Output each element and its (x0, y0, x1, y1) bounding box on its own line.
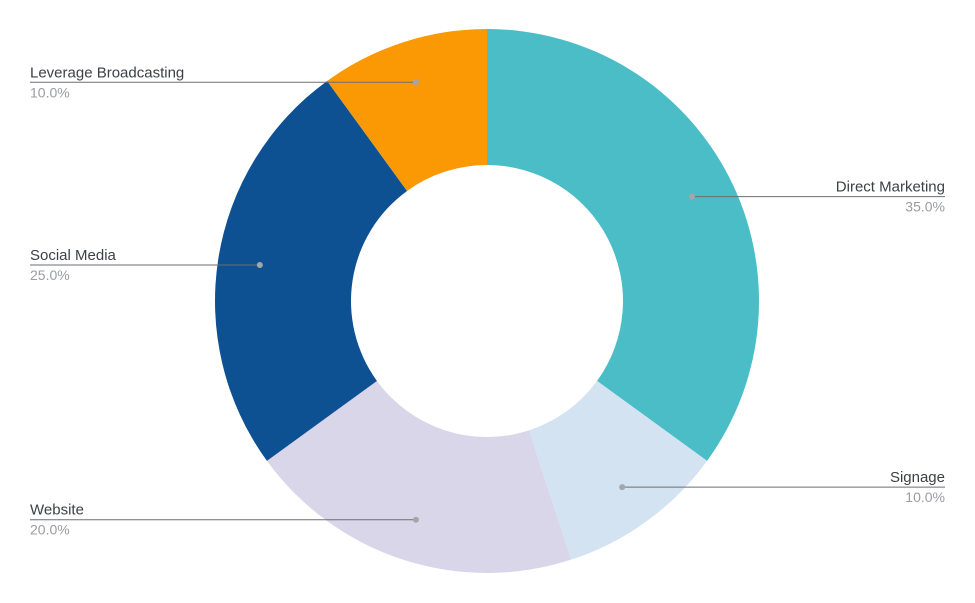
slice-leverage-broadcasting (327, 29, 487, 191)
donut-slices (215, 29, 759, 573)
slice-value-leverage-broadcasting: 10.0% (30, 84, 70, 100)
slice-signage (529, 380, 708, 560)
slice-label-social-media: Social Media (30, 247, 117, 264)
slice-label-signage: Signage (890, 469, 945, 486)
leader-dot-social-media (256, 262, 263, 269)
slice-value-direct-marketing: 35.0% (905, 199, 945, 215)
slice-value-website: 20.0% (30, 522, 70, 538)
slice-social-media (215, 80, 408, 461)
slice-label-website: Website (30, 502, 84, 519)
leader-dot-direct-marketing (688, 193, 695, 200)
slice-label-leverage-broadcasting: Leverage Broadcasting (30, 64, 184, 81)
slice-value-social-media: 25.0% (30, 267, 70, 283)
slice-labels: Direct Marketing 35.0% Signage 10.0% Website… (30, 64, 945, 538)
slice-label-direct-marketing: Direct Marketing (836, 179, 945, 196)
slice-value-signage: 10.0% (905, 489, 945, 505)
slice-direct-marketing (487, 29, 759, 461)
leader-dot-signage (619, 484, 626, 491)
leader-dot-leverage-broadcasting (412, 79, 419, 86)
slice-website (266, 380, 572, 573)
leader-dot-website (412, 516, 419, 523)
